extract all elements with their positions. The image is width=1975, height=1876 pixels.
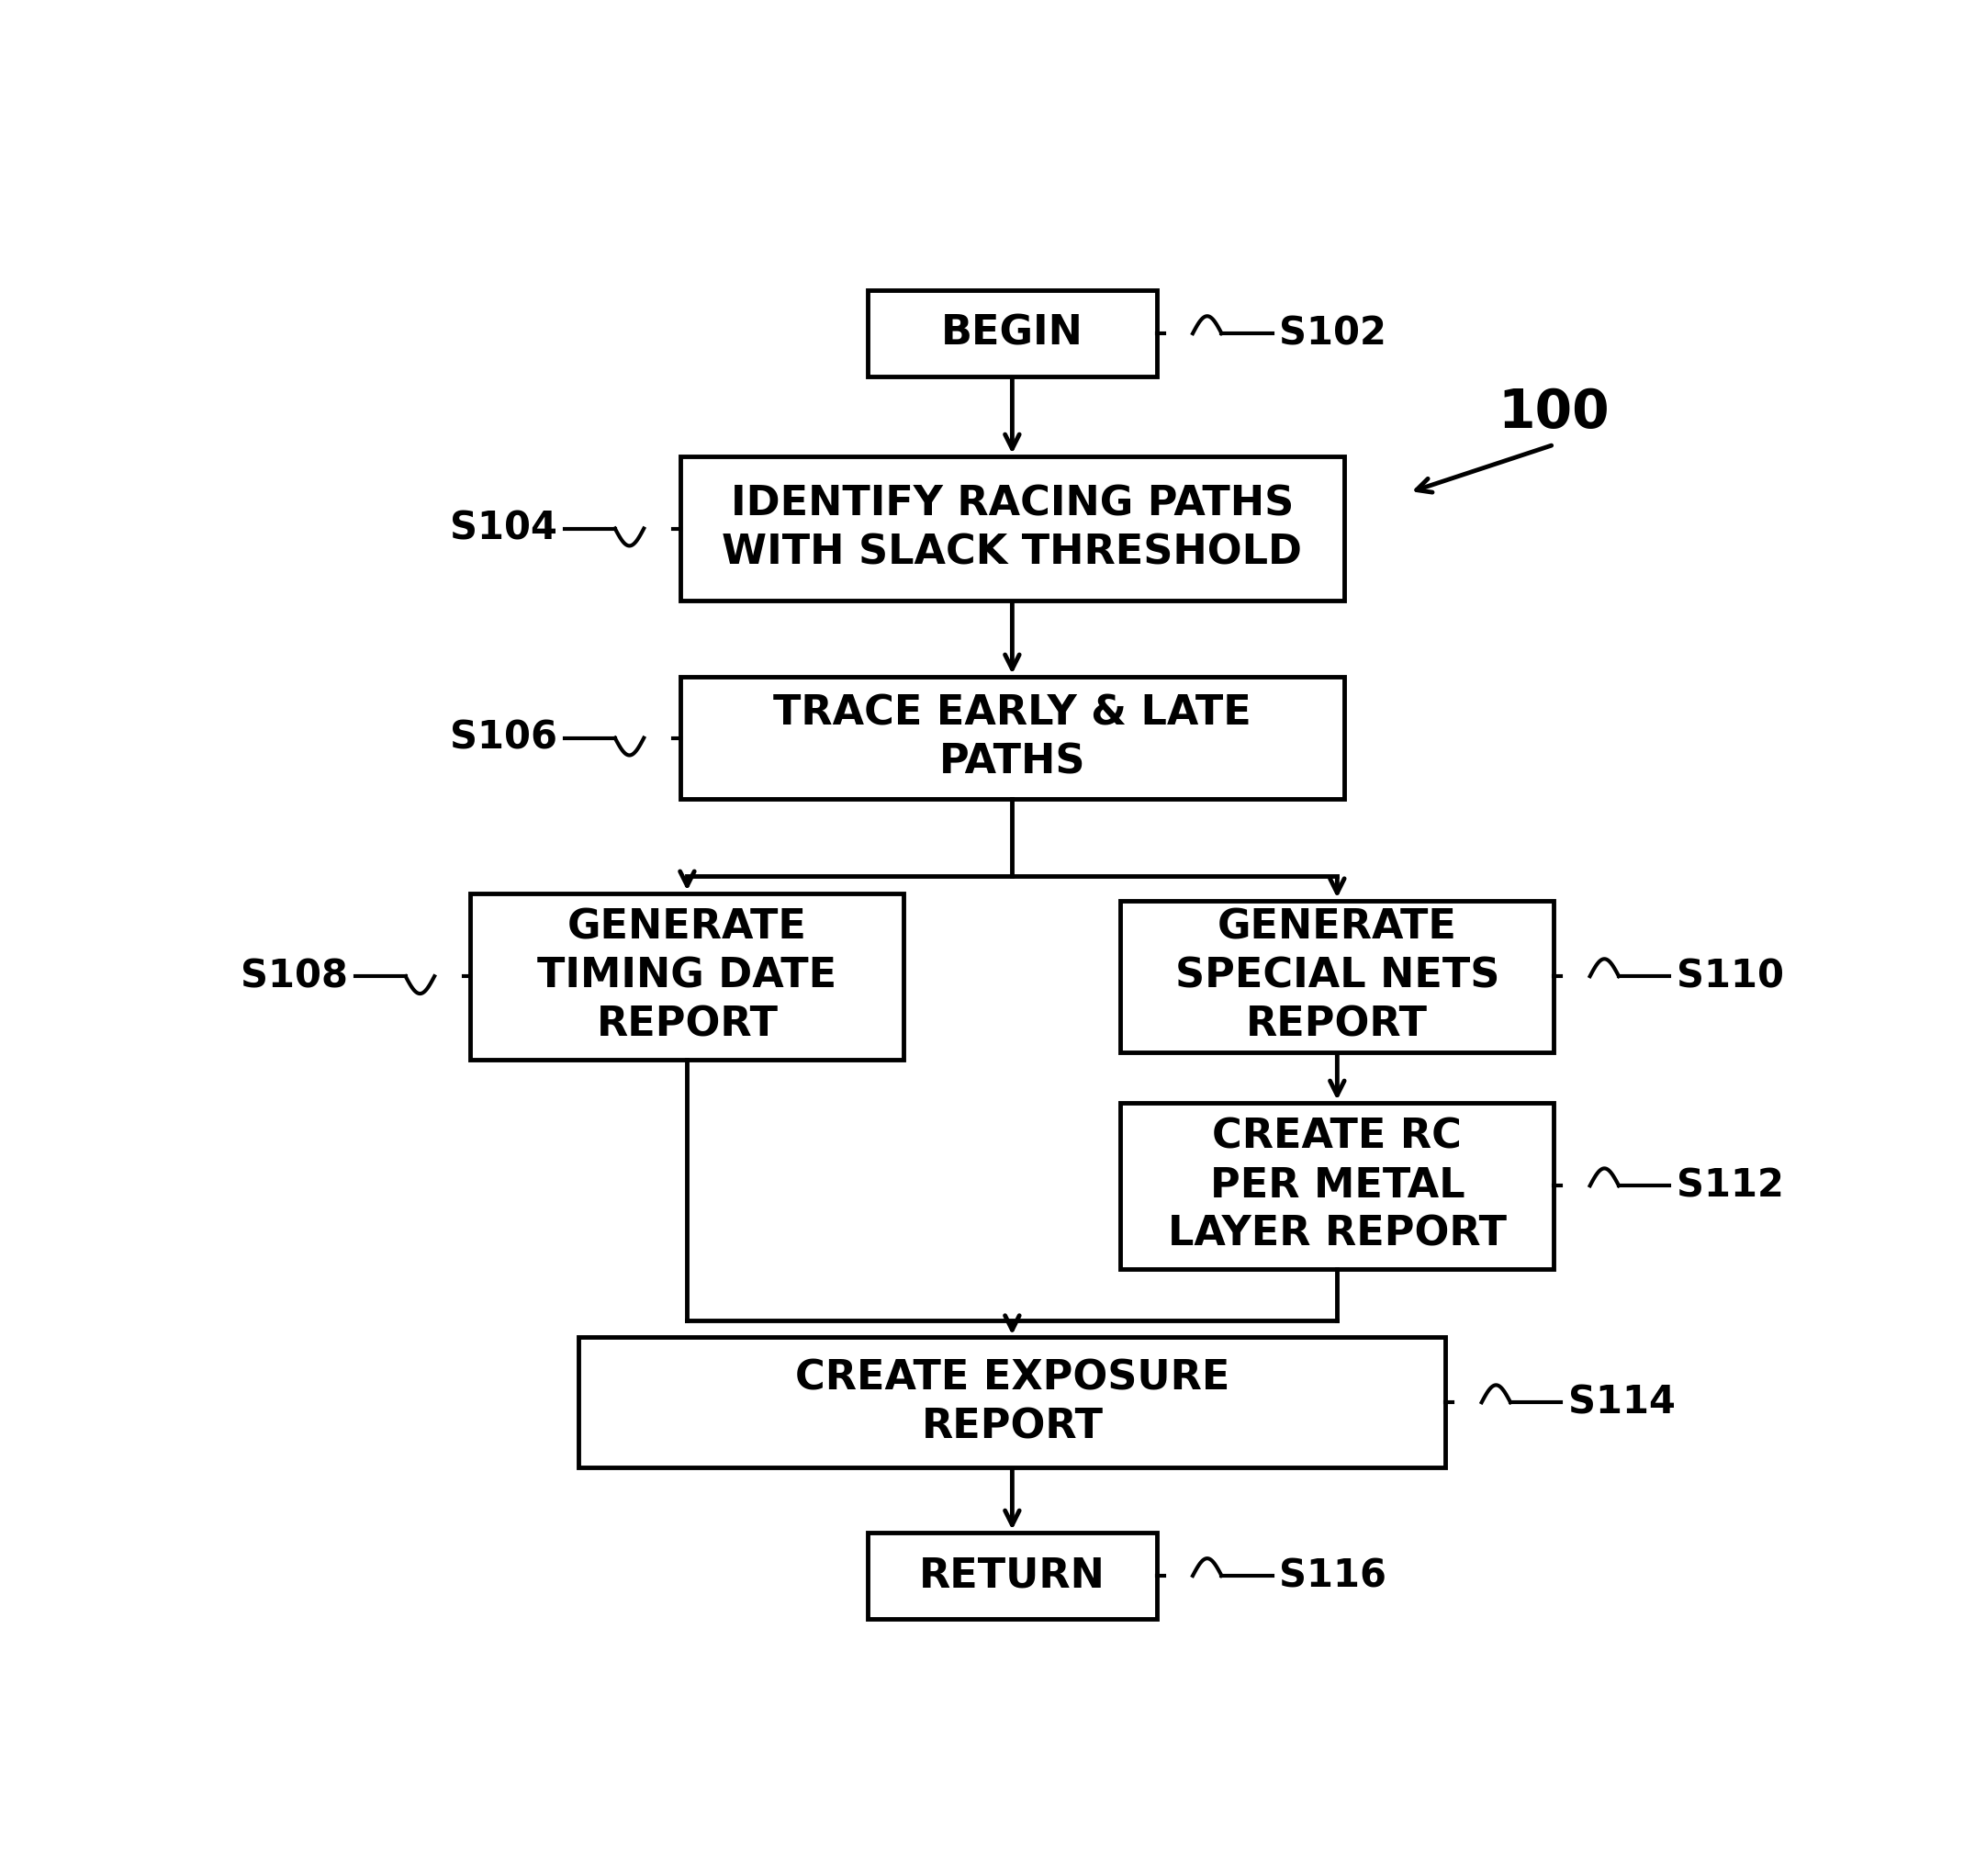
Text: S112: S112 — [1677, 1167, 1783, 1204]
Text: GENERATE
TIMING DATE
REPORT: GENERATE TIMING DATE REPORT — [537, 908, 837, 1045]
Bar — [679, 456, 1345, 600]
Text: TRACE EARLY & LATE
PATHS: TRACE EARLY & LATE PATHS — [772, 694, 1252, 782]
Text: GENERATE
SPECIAL NETS
REPORT: GENERATE SPECIAL NETS REPORT — [1175, 908, 1499, 1045]
Bar — [1120, 900, 1554, 1052]
Text: S102: S102 — [1280, 313, 1386, 353]
Bar — [867, 1533, 1157, 1619]
Bar — [470, 893, 905, 1060]
Text: IDENTIFY RACING PATHS
WITH SLACK THRESHOLD: IDENTIFY RACING PATHS WITH SLACK THRESHO… — [723, 484, 1302, 572]
Bar — [1120, 1103, 1554, 1268]
Text: S104: S104 — [450, 508, 557, 548]
Text: CREATE RC
PER METAL
LAYER REPORT: CREATE RC PER METAL LAYER REPORT — [1167, 1116, 1507, 1255]
Text: S108: S108 — [241, 957, 348, 996]
Text: RETURN: RETURN — [918, 1555, 1106, 1595]
Text: CREATE EXPOSURE
REPORT: CREATE EXPOSURE REPORT — [794, 1358, 1230, 1446]
Bar — [867, 291, 1157, 377]
Text: S116: S116 — [1280, 1557, 1386, 1595]
Bar — [579, 1338, 1446, 1467]
Text: 100: 100 — [1497, 386, 1610, 439]
Text: BEGIN: BEGIN — [940, 313, 1084, 353]
Text: S114: S114 — [1568, 1383, 1675, 1422]
Text: S106: S106 — [450, 719, 557, 758]
Bar — [679, 677, 1345, 799]
Text: S110: S110 — [1677, 957, 1783, 996]
